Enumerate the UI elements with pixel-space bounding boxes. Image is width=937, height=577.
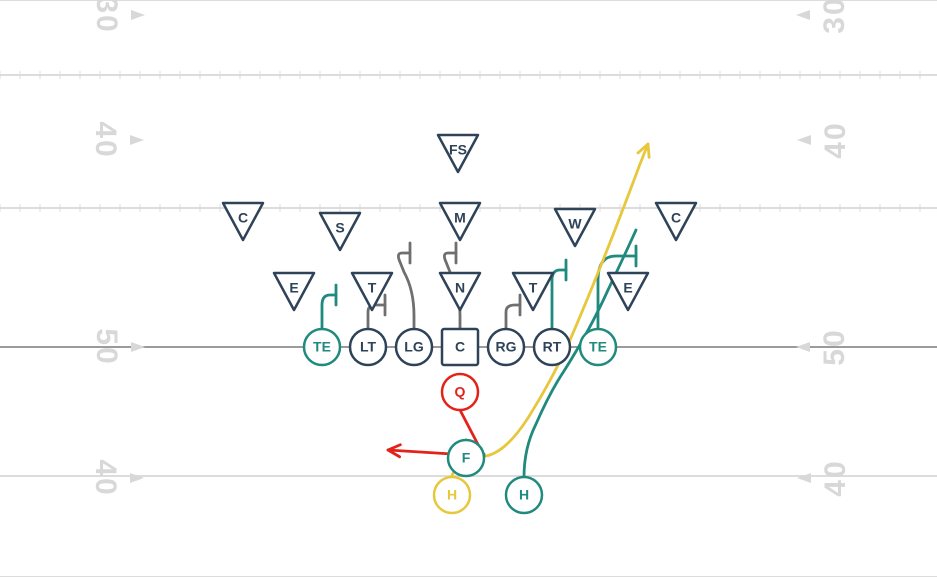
- svg-text:40: 40: [819, 121, 852, 158]
- svg-text:50: 50: [818, 328, 851, 365]
- svg-text:30: 30: [90, 0, 123, 34]
- svg-text:40: 40: [89, 459, 122, 496]
- svg-text:50: 50: [90, 328, 123, 365]
- svg-text:Q: Q: [455, 384, 466, 400]
- svg-text:H: H: [519, 487, 529, 503]
- svg-text:FS: FS: [449, 142, 467, 158]
- svg-text:LT: LT: [360, 339, 377, 355]
- svg-text:C: C: [671, 210, 681, 226]
- svg-text:H: H: [447, 487, 457, 503]
- svg-text:C: C: [455, 339, 465, 355]
- svg-text:M: M: [454, 210, 466, 226]
- svg-text:T: T: [368, 280, 377, 296]
- svg-text:30: 30: [818, 0, 851, 34]
- svg-text:C: C: [238, 210, 248, 226]
- svg-text:40: 40: [89, 121, 122, 158]
- svg-text:E: E: [289, 280, 298, 296]
- svg-text:TE: TE: [313, 339, 331, 355]
- svg-text:RG: RG: [496, 339, 517, 355]
- svg-text:E: E: [623, 280, 632, 296]
- svg-text:TE: TE: [589, 339, 607, 355]
- svg-text:RT: RT: [543, 339, 562, 355]
- svg-text:N: N: [455, 280, 465, 296]
- svg-text:LG: LG: [404, 339, 424, 355]
- svg-text:40: 40: [819, 459, 852, 496]
- svg-text:S: S: [335, 220, 344, 236]
- svg-text:T: T: [529, 280, 538, 296]
- svg-text:W: W: [568, 216, 582, 232]
- svg-text:F: F: [462, 450, 471, 466]
